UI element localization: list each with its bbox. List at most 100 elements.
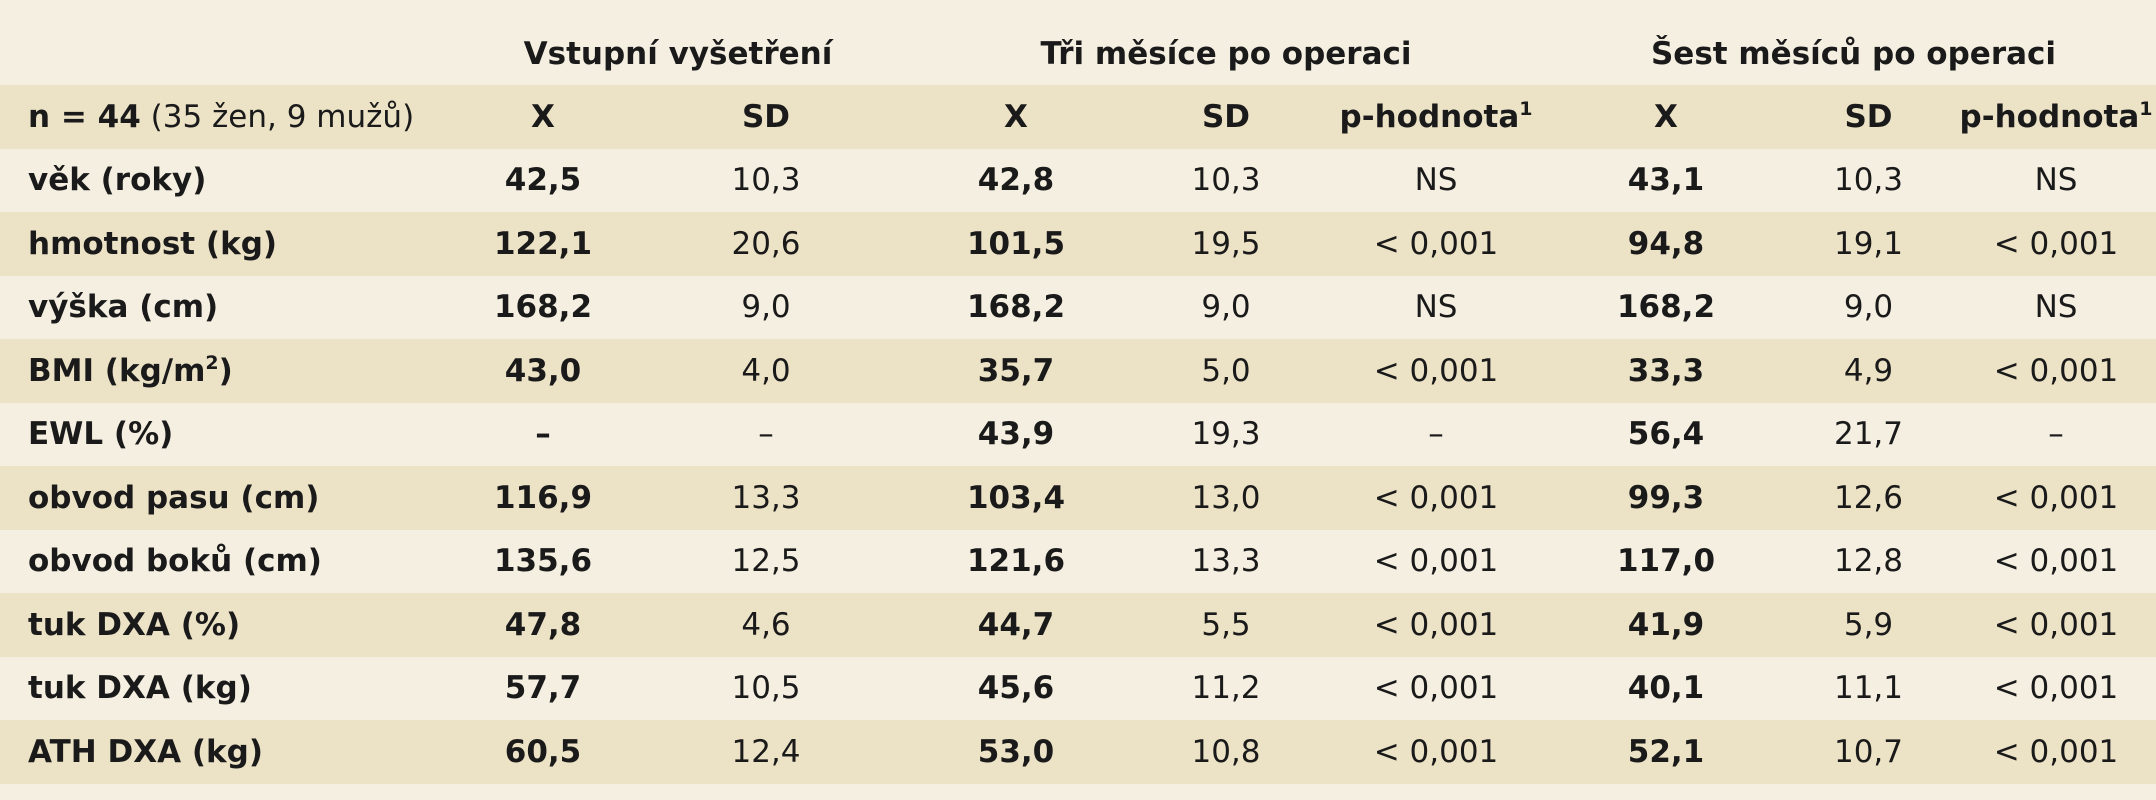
row-label: hmotnost (kg) — [28, 225, 278, 262]
col-header-x: X — [1004, 98, 1028, 135]
table-cell: 10,3 — [1833, 162, 1904, 199]
table-cell: < 0,001 — [1993, 479, 2119, 516]
table-row: ATH DXA (kg) 60,5 12,4 53,0 10,8 < 0,001 52,1 1… — [0, 720, 2156, 784]
table-cell: < 0,001 — [1373, 543, 1499, 580]
row-label: obvod boků (cm) — [28, 543, 322, 580]
table-cell: – — [535, 416, 551, 453]
table-row: výška (cm) 168,2 9,0 168,2 9,0 NS 168,2 9,0 NS — [0, 276, 2156, 340]
data-table: Vstupní vyšetření Tři měsíce po operaci … — [0, 22, 2156, 784]
table-cell: 56,4 — [1627, 416, 1705, 453]
table-cell: 52,1 — [1627, 733, 1705, 770]
table-cell: 12,6 — [1833, 479, 1904, 516]
col-header-sd: SD — [1844, 98, 1893, 135]
row-label: věk (roky) — [28, 162, 207, 199]
table-cell: 19,5 — [1191, 225, 1261, 262]
table-cell: 10,3 — [731, 162, 801, 199]
table-cell: 12,4 — [731, 733, 801, 770]
table-cell: 5,9 — [1843, 606, 1894, 643]
table-cell: 135,6 — [493, 543, 593, 580]
table-row: BMI (kg/m2) 43,0 4,0 35,7 5,0 < 0,001 33,3 4,9 <… — [0, 339, 2156, 403]
subheader-row: n = 44 (35 žen, 9 mužů) X SD X SD p-hodn… — [0, 85, 2156, 149]
table-cell: < 0,001 — [1993, 543, 2119, 580]
table-cell: NS — [1414, 162, 1458, 199]
table-cell: < 0,001 — [1993, 225, 2119, 262]
table-cell: – — [758, 416, 774, 453]
group-header-3-months: Tři měsíce po operaci — [1040, 35, 1412, 72]
table-cell: 5,5 — [1201, 606, 1251, 643]
table-cell: 42,8 — [977, 162, 1055, 199]
table-cell: 11,2 — [1191, 670, 1261, 707]
table-cell: 60,5 — [504, 733, 582, 770]
row-label: tuk DXA (kg) — [28, 670, 252, 707]
n-count: n = 44 — [28, 98, 141, 135]
col-header-x: X — [1654, 98, 1678, 135]
table-cell: 121,6 — [966, 543, 1066, 580]
table-cell: 53,0 — [977, 733, 1055, 770]
table-row: tuk DXA (%) 47,8 4,6 44,7 5,5 < 0,001 41,9 5,9 <… — [0, 593, 2156, 657]
table-cell: 13,3 — [1191, 543, 1261, 580]
subheader-label: n = 44 (35 žen, 9 mužů) — [0, 99, 455, 135]
col-header-x: X — [531, 98, 555, 135]
table-cell: 43,9 — [977, 416, 1055, 453]
table-cell: 117,0 — [1616, 543, 1716, 580]
table-row: hmotnost (kg) 122,1 20,6 101,5 19,5 < 0,001 94… — [0, 212, 2156, 276]
table-cell: 11,1 — [1833, 670, 1904, 707]
col-header-sd: SD — [741, 98, 791, 135]
table-cell: 12,8 — [1833, 543, 1904, 580]
table-cell: 40,1 — [1627, 670, 1705, 707]
table-cell: 20,6 — [731, 225, 801, 262]
table-cell: 9,0 — [1201, 289, 1251, 326]
table-row: obvod pasu (cm) 116,9 13,3 103,4 13,0 < 0,001… — [0, 466, 2156, 530]
table-cell: NS — [1414, 289, 1458, 326]
table-cell: 4,9 — [1843, 352, 1894, 389]
table-cell: – — [2048, 416, 2064, 453]
table-cell: 57,7 — [504, 670, 582, 707]
table-cell: NS — [2034, 289, 2078, 326]
row-label: obvod pasu (cm) — [28, 479, 320, 516]
group-header-row: Vstupní vyšetření Tři měsíce po operaci … — [0, 22, 2156, 85]
table-cell: 168,2 — [493, 289, 593, 326]
table-cell: 12,5 — [731, 543, 801, 580]
table-cell: < 0,001 — [1373, 352, 1499, 389]
table-cell: 10,7 — [1833, 733, 1904, 770]
table-cell: 5,0 — [1201, 352, 1251, 389]
table-cell: 9,0 — [1843, 289, 1894, 326]
table-row: EWL (%) – – 43,9 19,3 – 56,4 21,7 – — [0, 403, 2156, 467]
row-label: EWL (%) — [28, 416, 174, 453]
table-cell: 41,9 — [1627, 606, 1705, 643]
table-cell: < 0,001 — [1373, 225, 1499, 262]
table-cell: 94,8 — [1627, 225, 1705, 262]
table-row: obvod boků (cm) 135,6 12,5 121,6 13,3 < 0,001… — [0, 530, 2156, 594]
table-cell: 122,1 — [493, 225, 593, 262]
table-cell: < 0,001 — [1993, 733, 2119, 770]
table-cell: < 0,001 — [1373, 670, 1499, 707]
table-cell: 4,6 — [741, 606, 791, 643]
table-cell: 9,0 — [741, 289, 791, 326]
table-cell: 103,4 — [966, 479, 1066, 516]
row-label: výška (cm) — [28, 289, 219, 326]
table-cell: NS — [2034, 162, 2078, 199]
group-header-baseline: Vstupní vyšetření — [523, 35, 833, 72]
table-cell: 10,8 — [1191, 733, 1261, 770]
row-label: tuk DXA (%) — [28, 606, 241, 643]
table-cell: 35,7 — [977, 352, 1055, 389]
table-cell: 10,5 — [731, 670, 801, 707]
table-cell: – — [1428, 416, 1444, 453]
table-cell: 21,7 — [1833, 416, 1904, 453]
table-cell: 13,0 — [1191, 479, 1261, 516]
col-header-p-value: p-hodnota1 — [1339, 97, 1533, 135]
sample-breakdown: (35 žen, 9 mužů) — [140, 98, 415, 135]
table-cell: 43,0 — [504, 352, 582, 389]
group-header-6-months: Šest měsíců po operaci — [1650, 35, 2057, 72]
table-cell: 99,3 — [1627, 479, 1705, 516]
table-cell: 168,2 — [966, 289, 1066, 326]
table-cell: 4,0 — [741, 352, 791, 389]
table-cell: 116,9 — [493, 479, 593, 516]
table-cell: 45,6 — [977, 670, 1055, 707]
table-row: věk (roky) 42,5 10,3 42,8 10,3 NS 43,1 10,3 NS — [0, 149, 2156, 213]
table-cell: < 0,001 — [1993, 670, 2119, 707]
table-cell: 19,1 — [1833, 225, 1904, 262]
table-cell: 33,3 — [1627, 352, 1705, 389]
col-header-sd: SD — [1201, 98, 1251, 135]
table-cell: < 0,001 — [1993, 352, 2119, 389]
